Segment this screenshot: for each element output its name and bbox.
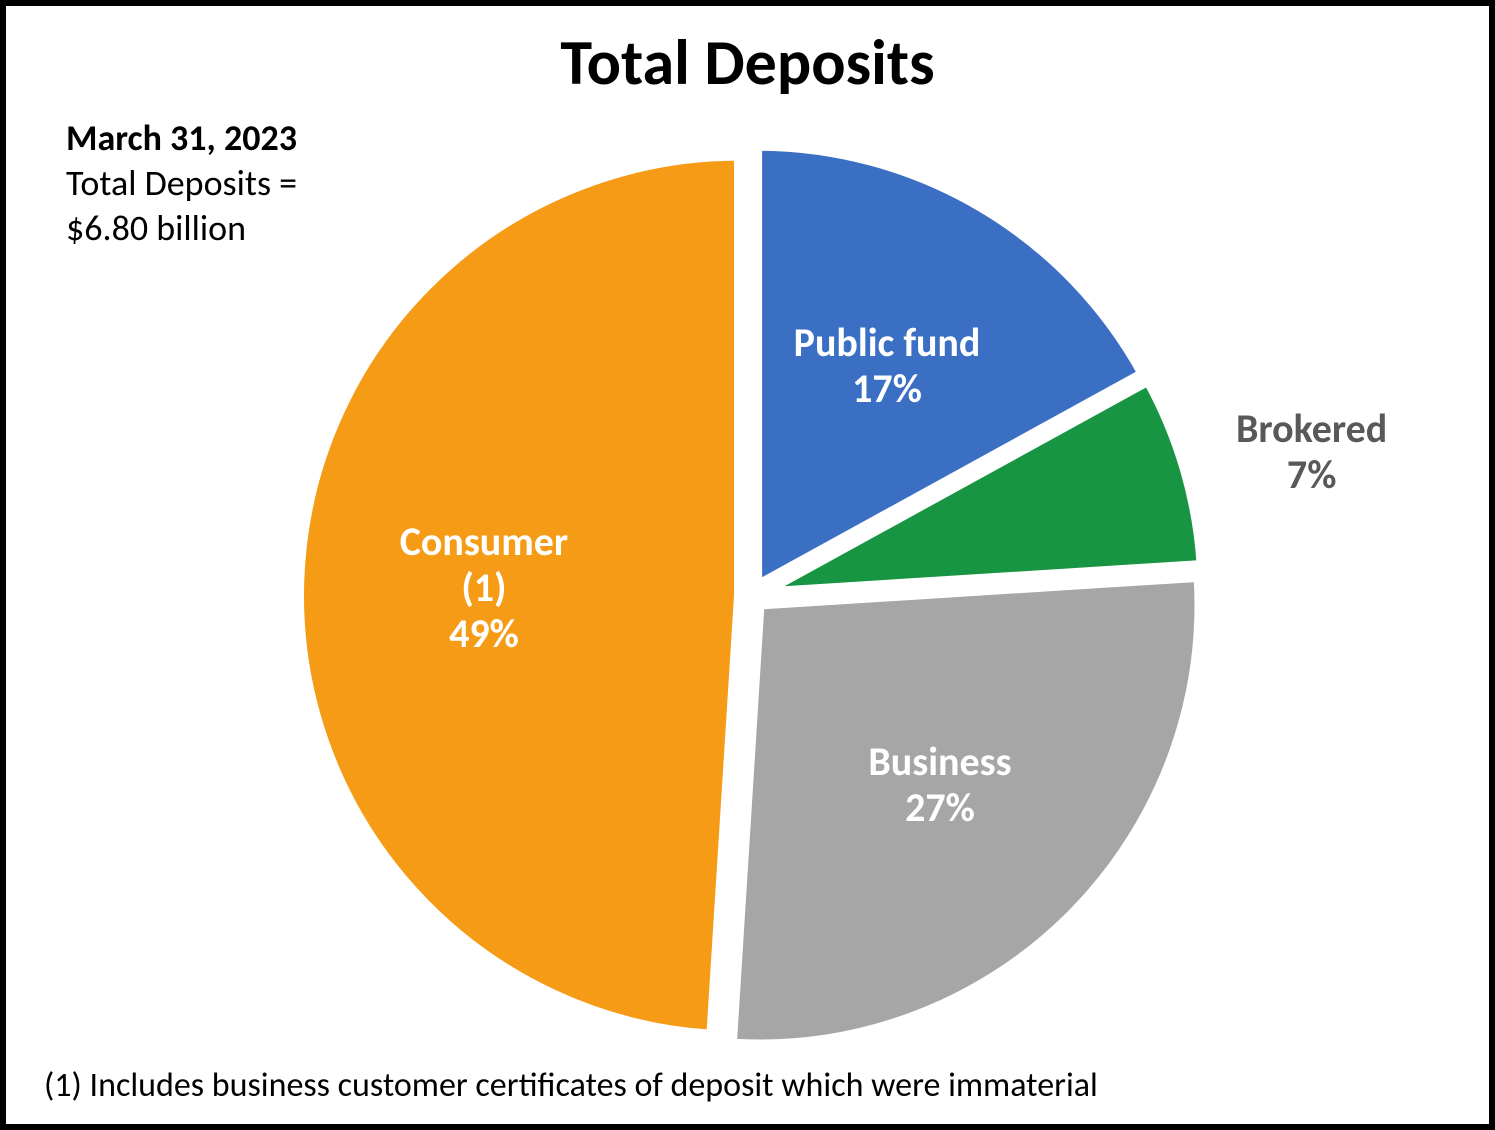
pie-chart: Public fund 17% Brokered 7% Business 27% Co… [6, 6, 1489, 1124]
pie-svg [6, 6, 1495, 1130]
slice-label-consumer: Consumer (1) 49% [400, 519, 568, 657]
slice-label-public-fund: Public fund 17% [794, 320, 981, 412]
slice-label-business: Business 27% [868, 739, 1011, 831]
footnote: (1) Includes business customer certifica… [44, 1065, 1098, 1106]
slice-label-brokered: Brokered 7% [1236, 406, 1387, 498]
chart-frame: Total Deposits March 31, 2023 Total Depo… [0, 0, 1495, 1130]
